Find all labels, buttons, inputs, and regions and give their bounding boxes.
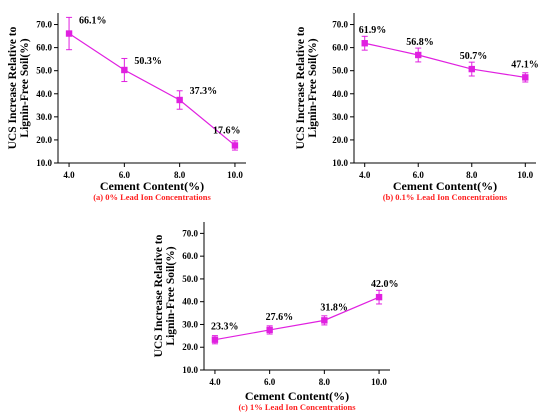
- y-tick-label: 30.0: [36, 112, 52, 122]
- x-axis-title: Cement Content(%): [245, 389, 349, 403]
- data-label: 42.0%: [371, 279, 399, 290]
- x-tick-label: 4.0: [63, 170, 75, 180]
- data-label: 50.3%: [134, 56, 162, 67]
- y-tick-label: 60.0: [182, 251, 198, 261]
- data-label: 17.6%: [213, 125, 241, 136]
- chart-panel-0: 10.0 20.0 30.0 40.0 50.0 60.0 70.0 4.0 6.0 8.0 10.…: [7, 13, 246, 202]
- data-label: 37.3%: [190, 86, 218, 97]
- x-tick-label: 6.0: [264, 377, 276, 387]
- data-point: [321, 317, 328, 324]
- y-tick-label: 10.0: [182, 365, 198, 375]
- y-axis-title-line: UCS Increase Relative to: [295, 26, 307, 149]
- data-label: 50.7%: [460, 51, 488, 62]
- data-label: 27.6%: [266, 312, 294, 323]
- data-label: 61.9%: [359, 25, 387, 36]
- x-tick-label: 8.0: [174, 170, 186, 180]
- y-tick-label: 40.0: [36, 89, 52, 99]
- data-label: 47.1%: [511, 59, 539, 70]
- series-line: [364, 42, 526, 78]
- y-tick-label: 60.0: [332, 43, 348, 53]
- y-tick-label: 30.0: [182, 319, 198, 329]
- y-tick-label: 10.0: [36, 158, 52, 168]
- y-tick-label: 70.0: [182, 228, 198, 238]
- series-line: [68, 33, 236, 146]
- x-tick-label: 10.0: [371, 377, 387, 387]
- x-tick-label: 4.0: [359, 170, 371, 180]
- y-axis-title-line: UCS Increase Relative to: [153, 234, 165, 357]
- data-point: [121, 66, 128, 74]
- y-tick-label: 20.0: [332, 135, 348, 145]
- y-axis-title-line: UCS Increase Relative to: [7, 26, 19, 149]
- x-axis-title: Cement Content(%): [100, 179, 204, 193]
- data-point: [65, 30, 73, 37]
- x-tick-label: 6.0: [119, 170, 131, 180]
- data-label: 23.3%: [211, 322, 239, 333]
- chart-panel-1: 10.0 20.0 30.0 40.0 50.0 60.0 70.0 4.0 6.0 8.0 10.…: [295, 13, 539, 202]
- data-point: [231, 142, 239, 149]
- data-point: [375, 293, 383, 301]
- data-point: [266, 326, 273, 334]
- data-label: 66.1%: [79, 16, 107, 27]
- data-point: [522, 74, 529, 81]
- y-tick-label: 50.0: [332, 66, 348, 76]
- y-axis-title-line: Lignin-Free Soil(%): [165, 246, 177, 345]
- y-tick-label: 70.0: [332, 20, 348, 30]
- data-point: [176, 96, 183, 104]
- x-axis-title: Cement Content(%): [393, 179, 497, 193]
- panel-caption: (c) 1% Lead Ion Concentrations: [238, 402, 356, 412]
- data-point: [415, 51, 422, 59]
- y-tick-label: 50.0: [182, 274, 198, 284]
- x-tick-label: 8.0: [319, 377, 331, 387]
- chart-panel-2: 10.0 20.0 30.0 40.0 50.0 60.0 70.0 4.0 6.0 8.0 10.…: [153, 222, 399, 412]
- x-tick-label: 4.0: [209, 377, 221, 387]
- y-axis-title-line: Lignin-Free Soil(%): [19, 38, 31, 137]
- data-label: 31.8%: [320, 302, 348, 313]
- y-tick-label: 20.0: [36, 135, 52, 145]
- x-tick-label: 6.0: [413, 170, 425, 180]
- y-tick-label: 40.0: [182, 297, 198, 307]
- series-line: [214, 296, 380, 341]
- data-point: [468, 65, 475, 73]
- y-axis-title-line: Lignin-Free Soil(%): [307, 38, 319, 137]
- x-tick-label: 10.0: [227, 170, 243, 180]
- y-tick-label: 50.0: [36, 66, 52, 76]
- y-tick-label: 30.0: [332, 112, 348, 122]
- data-point: [361, 40, 368, 47]
- x-tick-label: 10.0: [517, 170, 533, 180]
- y-tick-label: 60.0: [36, 43, 52, 53]
- y-tick-label: 10.0: [332, 158, 348, 168]
- panel-caption: (a) 0% Lead Ion Concentrations: [93, 192, 211, 202]
- data-label: 56.8%: [406, 37, 434, 48]
- x-tick-label: 8.0: [466, 170, 478, 180]
- y-tick-label: 20.0: [182, 342, 198, 352]
- panel-caption: (b) 0.1% Lead Ion Concentrations: [383, 192, 508, 202]
- y-tick-label: 70.0: [36, 20, 52, 30]
- y-tick-label: 40.0: [332, 89, 348, 99]
- data-point: [211, 336, 219, 343]
